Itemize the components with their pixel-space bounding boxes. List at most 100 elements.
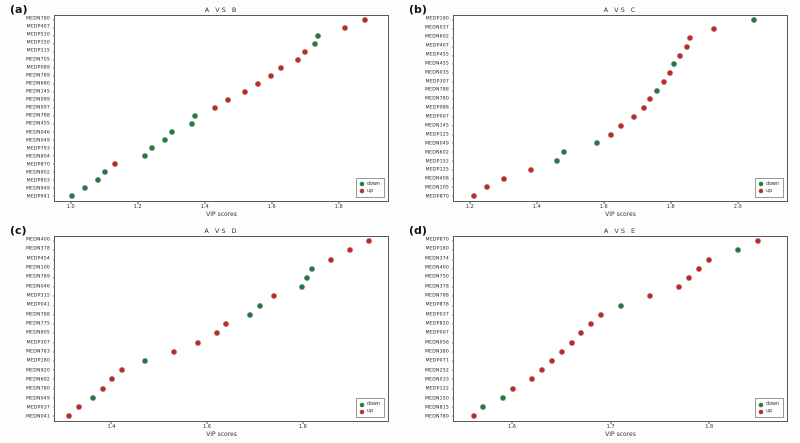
y-axis-tick [53,51,55,53]
y-axis-label: MEDP071 [425,358,449,364]
legend-label: up [367,409,374,414]
legend: down up [356,177,385,198]
y-axis-tick [452,397,454,399]
legend-dot-up [759,409,764,414]
data-point-up [684,44,690,50]
y-axis-label: MEDN378 [25,246,50,252]
data-point-down [554,158,560,164]
data-point-up [76,404,82,410]
y-axis-label: MEDP407 [26,24,50,30]
x-axis-ticks: 1.6 1.7 1.8 [453,422,788,431]
data-point-up [539,367,545,373]
y-axis-label: MEDN046 [25,130,50,136]
data-point-up [471,193,477,199]
y-axis-tick [452,342,454,344]
data-point-down [654,88,660,94]
y-axis-tick [53,115,55,117]
data-point-up [484,184,490,190]
y-axis-tick [53,195,55,197]
y-axis-tick [452,249,454,251]
data-point-down [500,395,506,401]
y-axis-label: MEDN105 [424,185,449,191]
y-axis-tick [452,415,454,417]
y-axis-label: MEDP407 [425,43,449,49]
data-point-down [594,140,600,146]
legend-dot-down [360,402,365,407]
y-axis-label: MEDN046 [25,284,50,290]
data-point-down [315,33,321,39]
y-axis-label: MEDP870 [425,194,449,200]
x-axis-tick-mark [204,201,206,204]
plot-canvas: down up [452,235,788,422]
x-axis-tick-label: 1.6 [267,203,276,210]
y-axis-label: MEDN400 [25,237,50,243]
legend-label: down [367,181,380,187]
plot-area-wrap: MEDN400 MEDN378 MEDP454 MEDN100 MEDN789 MEDN0… [8,235,389,422]
y-axis-tick [53,369,55,371]
legend-dot-up [360,409,365,414]
x-axis-tick-mark [603,201,605,204]
y-axis-tick [452,125,454,127]
data-point-up [268,73,274,79]
y-axis-tick [53,35,55,37]
y-axis-tick [452,116,454,118]
data-point-up [112,161,118,167]
y-axis-label: MEDP870 [425,237,449,243]
data-point-up [667,70,673,76]
y-axis-label: MEDN920 [25,368,50,374]
y-axis-tick [452,98,454,100]
x-axis-tick-label: 1.2 [133,203,142,210]
y-axis-tick [452,186,454,188]
data-point-down [671,61,677,67]
legend-dot-down [759,182,764,186]
y-axis-tick [53,107,55,109]
plot-area-wrap: MEDP870 MEDP180 MEDN374 MEDN400 MEDN750 MEDN3… [407,235,788,423]
data-point-up [676,284,682,290]
y-axis-tick [452,351,454,353]
data-point-up [271,293,277,299]
y-axis-tick [53,163,55,165]
data-point-up [225,97,231,103]
x-axis-tick-mark [469,201,471,204]
data-point-up [171,349,177,355]
x-axis-tick-mark [670,201,672,204]
chart-title: A VS C [603,6,638,14]
data-point-up [471,413,477,419]
legend-entry-up: up [759,188,779,195]
y-axis-tick [452,378,454,380]
data-point-down [247,312,253,318]
legend-entry-up: up [360,408,380,415]
y-axis-label: MEDN802 [25,170,50,176]
y-axis-tick [53,259,55,261]
y-axis-label: MEDN089 [25,97,50,103]
legend-label: down [367,402,380,407]
data-point-up [687,35,693,41]
y-axis-label: MEDP007 [425,114,449,120]
data-point-up [686,275,692,281]
x-axis-tick-mark [110,422,112,424]
y-axis-label: MEDN145 [25,89,50,95]
chart-title: A VS D [204,226,239,235]
y-axis-tick [452,72,454,74]
y-axis-label: MEDP454 [26,256,50,262]
data-point-up [647,96,653,102]
y-axis-labels: MEDP870 MEDP180 MEDN374 MEDN400 MEDN750 MEDN3… [407,236,453,423]
y-axis-label: MEDN780 [25,16,50,22]
y-axis-label: MEDP152 [425,159,449,165]
data-point-up [366,238,372,244]
plot-canvas: down up [452,15,788,202]
data-point-up [578,330,584,336]
panel-tag-a: (a) [10,3,28,16]
data-point-up [119,367,125,373]
y-axis-label: MEDN788 [424,293,449,299]
data-point-down [142,153,148,159]
y-axis-tick [53,147,55,149]
data-point-up [295,57,301,63]
y-axis-tick [53,155,55,157]
y-axis-tick [53,406,55,408]
data-point-up [195,340,201,346]
data-point-down [95,177,101,183]
y-axis-label: MEDP793 [26,146,50,152]
y-axis-label: MEDN097 [25,105,50,111]
legend-label: up [766,409,773,414]
